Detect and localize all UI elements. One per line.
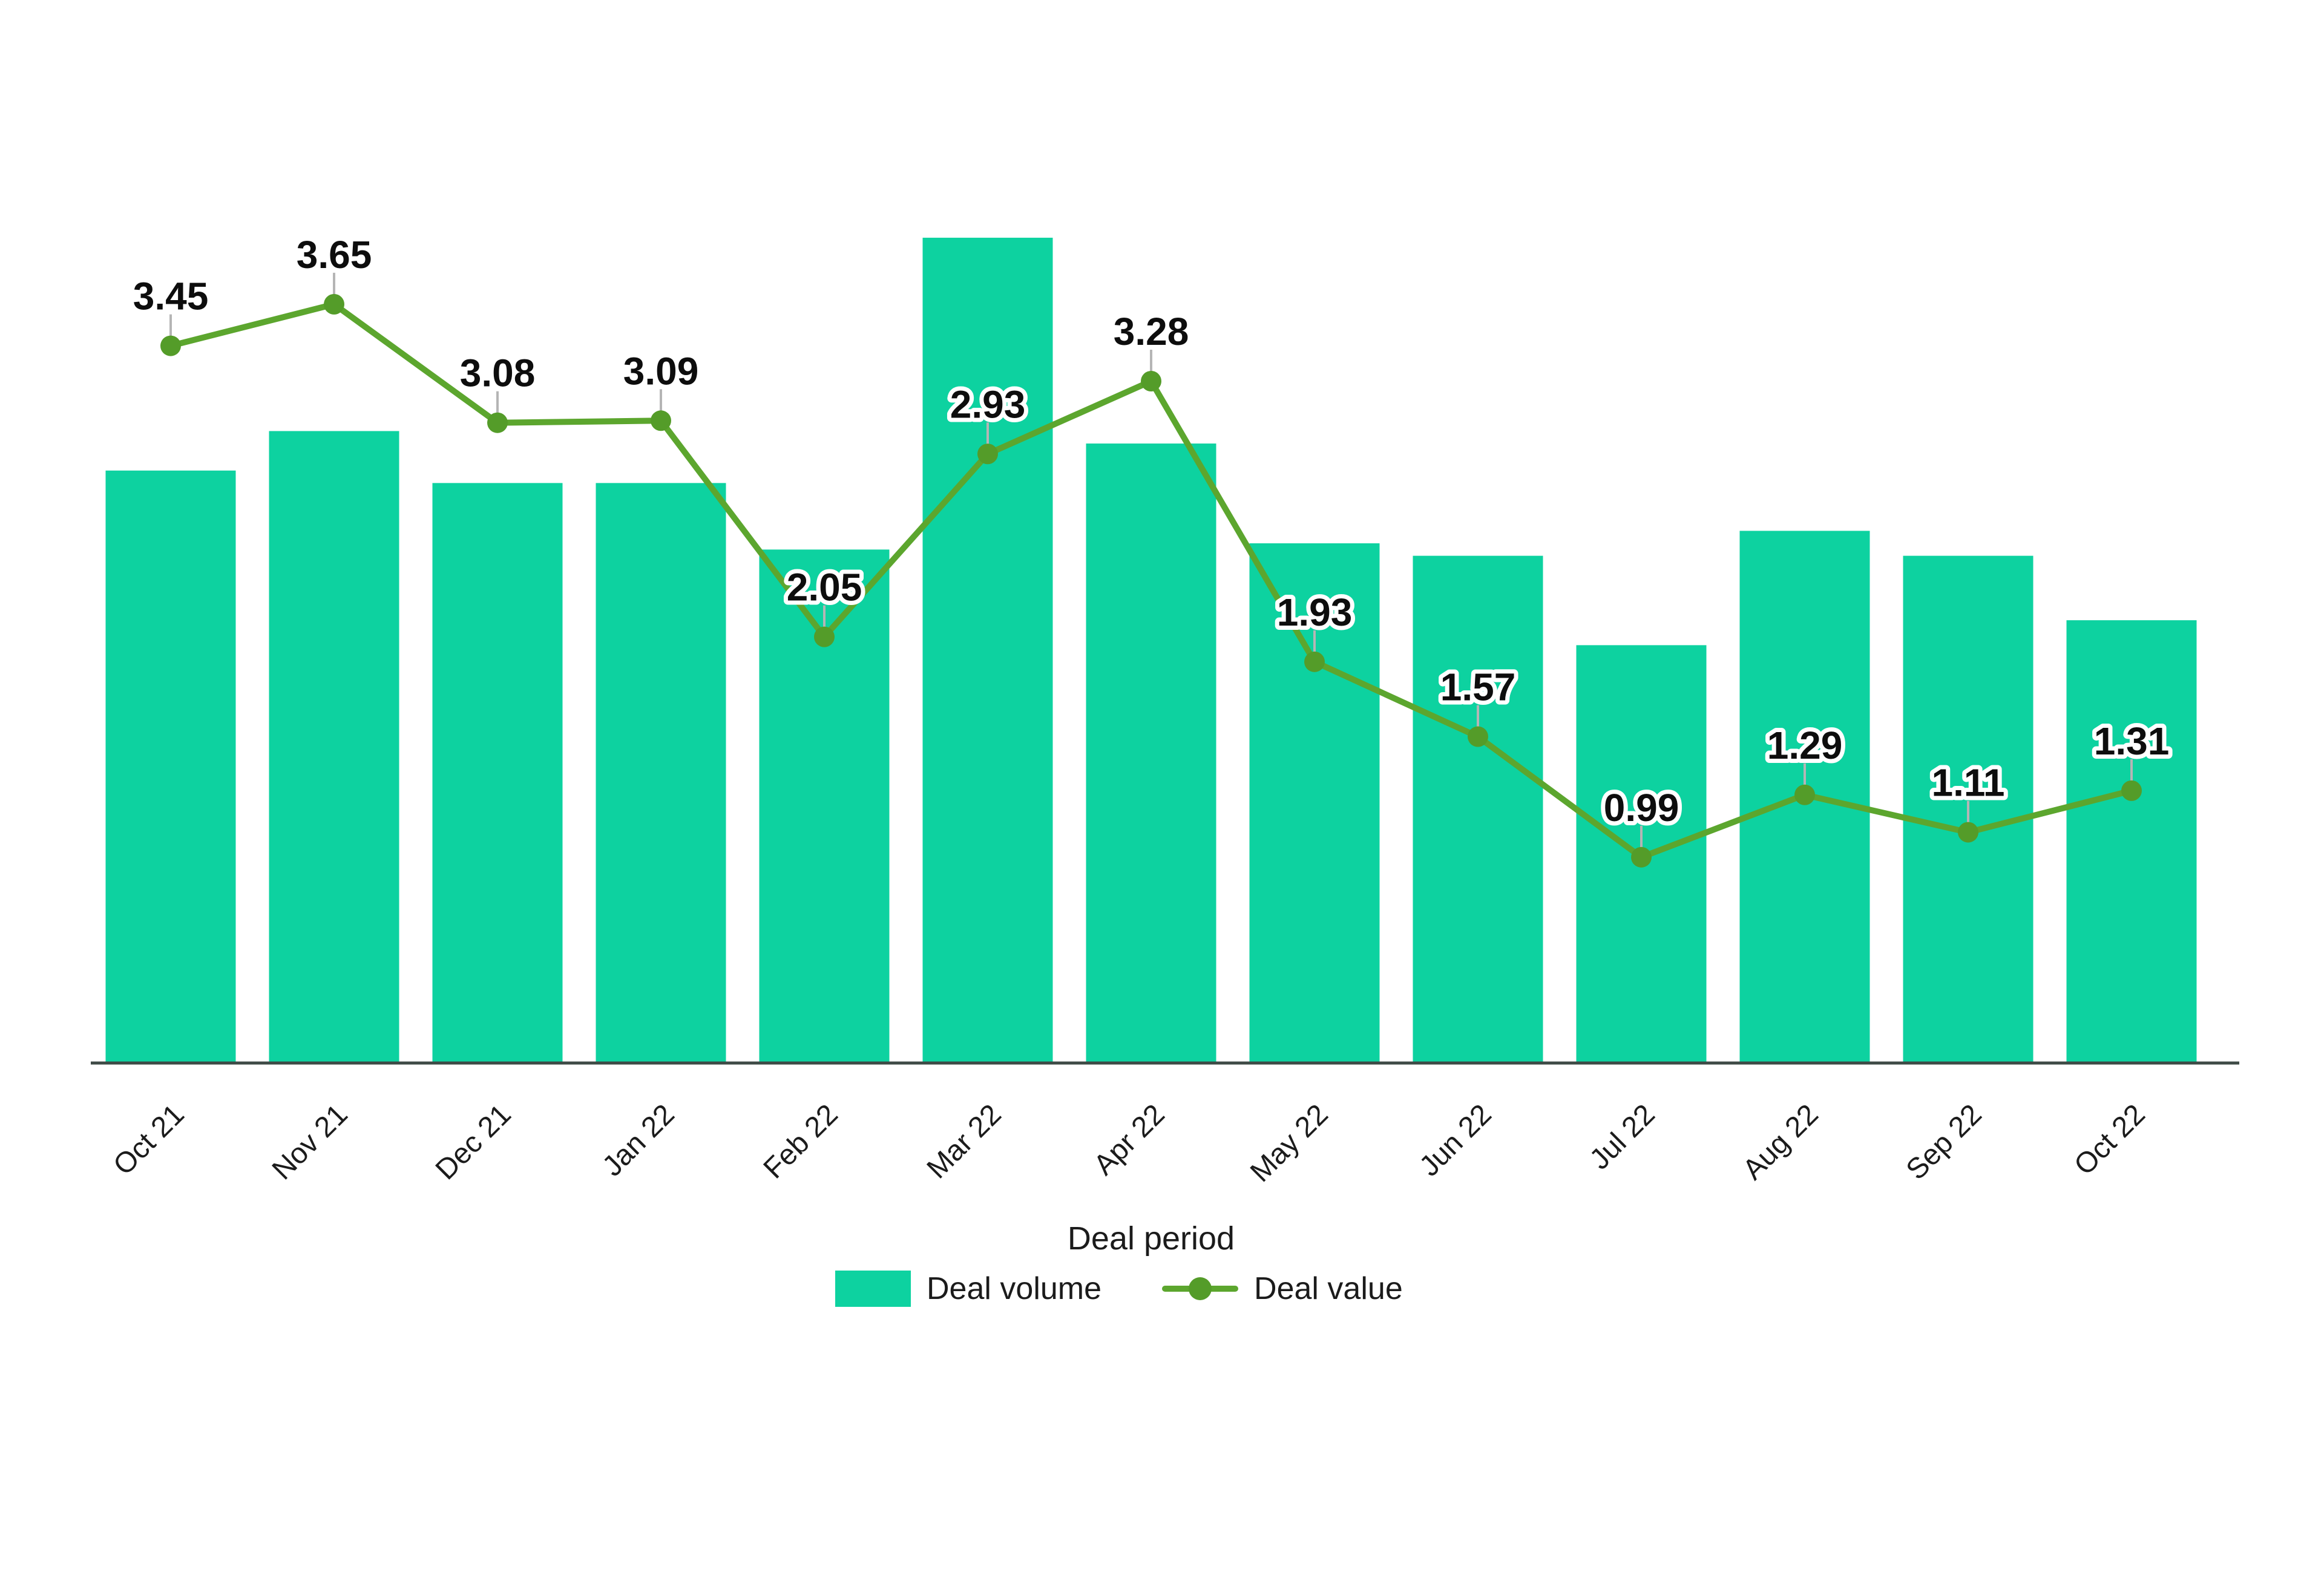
line-marker-jan-22 [651,410,671,431]
x-axis-title: Deal period [1067,1220,1235,1257]
x-tick-label-mar-22: Mar 22 [921,1098,1008,1185]
x-tick-label-dec-21: Dec 21 [430,1098,517,1186]
legend-line-dot [1189,1277,1212,1300]
line-marker-may-22 [1304,651,1325,672]
data-label-may-22: 1.93 [1277,591,1353,634]
data-label-dec-21: 3.08 [460,352,536,395]
line-marker-sep-22 [1958,822,1978,843]
x-tick-label-may-22: May 22 [1244,1098,1334,1188]
x-tick-label-oct-22: Oct 22 [2068,1098,2151,1181]
x-tick-label-nov-21: Nov 21 [266,1098,354,1186]
data-label-apr-22: 3.28 [1114,310,1189,353]
x-tick-label-jul-22: Jul 22 [1584,1098,1661,1176]
line-marker-dec-21 [487,412,508,433]
line-marker-nov-21 [324,293,344,315]
legend-label-deal-volume: Deal volume [927,1271,1102,1306]
legend-item-deal-volume: Deal volume [835,1271,1101,1307]
data-label-mar-22: 2.93 [950,382,1026,426]
data-label-oct-21: 3.45 [133,275,209,318]
line-marker-jun-22 [1468,726,1488,747]
x-tick-label-jun-22: Jun 22 [1413,1098,1497,1182]
bar-mar-22 [922,237,1053,1064]
line-marker-oct-21 [160,335,181,356]
bar-apr-22 [1086,443,1216,1063]
bar-oct-22 [2066,620,2197,1063]
x-tick-label-feb-22: Feb 22 [758,1098,844,1185]
legend-item-deal-value: Deal value [1162,1271,1403,1307]
deal-volume-swatch-icon [835,1271,911,1307]
line-marker-jul-22 [1631,846,1652,868]
data-label-feb-22: 2.05 [787,566,862,609]
bar-may-22 [1249,543,1380,1063]
line-marker-oct-22 [2121,780,2142,801]
line-marker-aug-22 [1794,784,1815,805]
data-label-oct-22: 1.31 [2094,719,2170,763]
legend: Deal volume Deal value [835,1268,1403,1309]
x-tick-label-aug-22: Aug 22 [1737,1098,1825,1186]
data-label-jul-22: 0.99 [1604,786,1679,829]
x-tick-label-sep-22: Sep 22 [1900,1098,1988,1186]
data-label-jun-22: 1.57 [1440,666,1516,709]
bar-oct-21 [105,470,236,1063]
bar-nov-21 [269,431,399,1063]
x-tick-label-oct-21: Oct 21 [107,1098,190,1181]
data-label-aug-22: 1.29 [1767,724,1843,767]
deal-value-line-marker-icon [1162,1277,1239,1301]
line-marker-mar-22 [977,443,998,465]
data-label-sep-22: 1.11 [1931,761,2004,805]
line-marker-apr-22 [1141,370,1161,391]
bar-dec-21 [432,483,563,1063]
legend-label-deal-value: Deal value [1254,1271,1403,1306]
x-tick-label-apr-22: Apr 22 [1088,1098,1170,1181]
data-label-jan-22: 3.09 [623,349,699,393]
data-label-nov-21: 3.65 [297,233,372,276]
bar-jan-22 [596,483,726,1063]
line-marker-feb-22 [814,626,835,647]
x-tick-label-jan-22: Jan 22 [596,1098,680,1182]
bar-jun-22 [1413,555,1543,1063]
